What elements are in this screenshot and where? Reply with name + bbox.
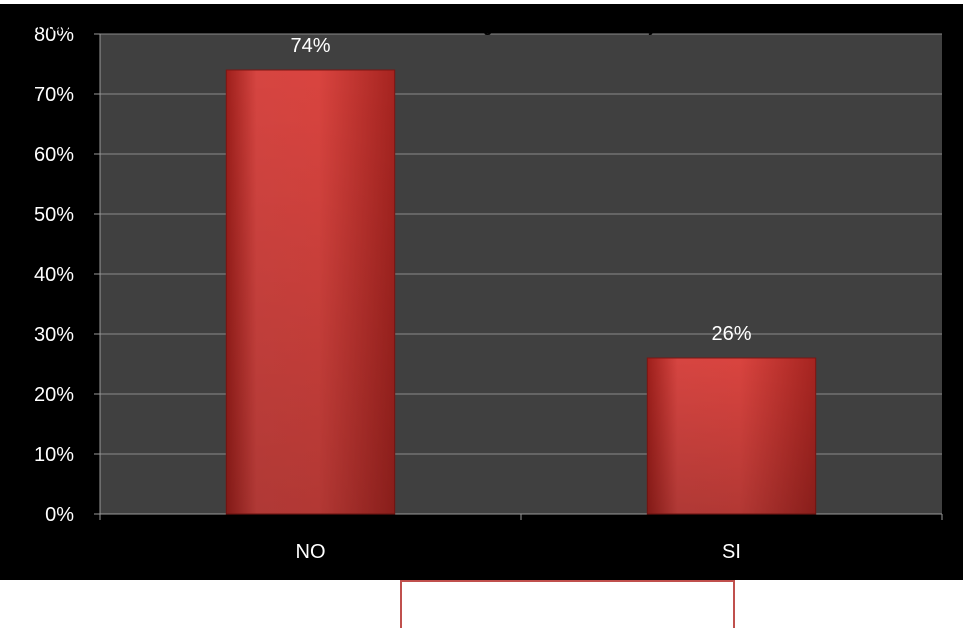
data-label-no: 74% — [290, 35, 330, 57]
chart-area: 0% 10% 20% 30% 40% 50% 60% 70% 80% 74% NO 26% SI — [0, 4, 963, 580]
bar-chart: 0% 10% 20% 30% 40% 50% 60% 70% 80% 74% NO 26% SI — [34, 24, 943, 563]
bar-no — [225, 69, 396, 515]
bars — [225, 69, 817, 515]
y-tick-label: 10% — [34, 444, 74, 466]
bar-si — [646, 357, 817, 515]
y-tick-label: 70% — [34, 84, 74, 106]
footnotes: *Juntas de Acciones Comunales *Tecnologí… — [0, 0, 963, 50]
y-tick-label: 60% — [34, 144, 74, 166]
footnote-box — [400, 580, 735, 628]
footnote-juntas: *Juntas de Acciones Comunales — [10, 14, 274, 36]
data-label-si: 26% — [711, 323, 751, 345]
y-tick-label: 30% — [34, 324, 74, 346]
y-tick-label: 80% — [34, 24, 74, 46]
footnote-tic: *Tecnologías de información y Comunicaci… — [412, 14, 780, 36]
y-tick-label: 50% — [34, 204, 74, 226]
y-tick-label: 40% — [34, 264, 74, 286]
bar-shade — [226, 70, 395, 514]
y-tick-label: 20% — [34, 384, 74, 406]
category-label-no: NO — [296, 541, 326, 563]
labels: 0% 10% 20% 30% 40% 50% 60% 70% 80% 74% NO 26% SI — [34, 24, 752, 563]
bar-shade — [647, 358, 816, 514]
y-tick-label: 0% — [45, 504, 74, 526]
category-label-si: SI — [722, 541, 741, 563]
